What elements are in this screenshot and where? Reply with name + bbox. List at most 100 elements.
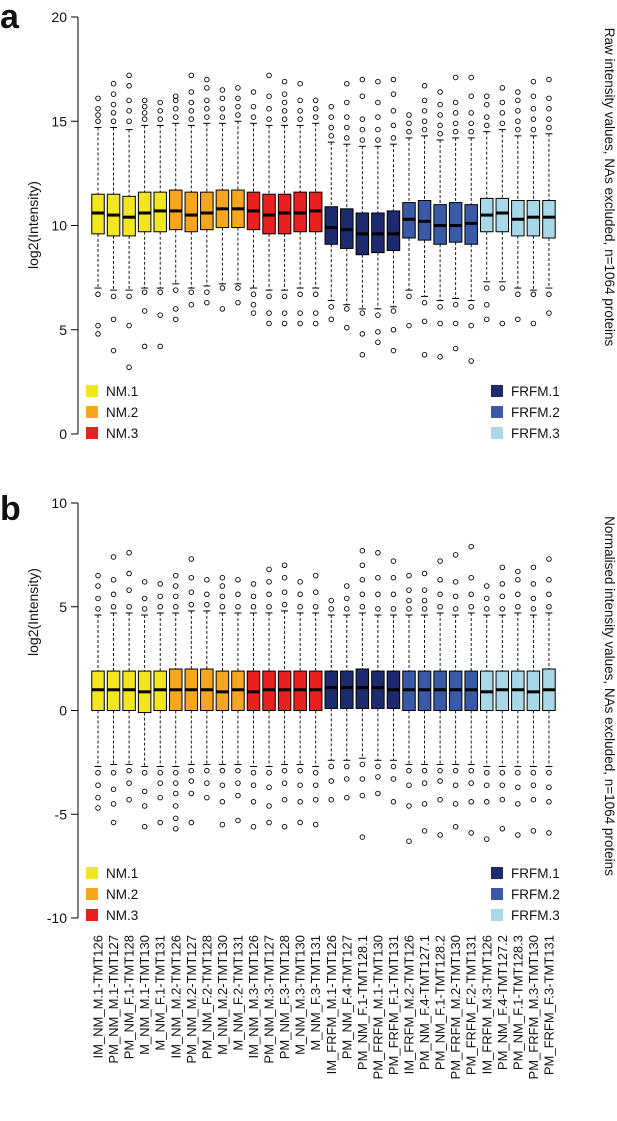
outlier-point <box>266 566 272 573</box>
outlier-point <box>141 823 148 830</box>
outlier-point <box>172 93 179 99</box>
outlier-point <box>406 606 412 612</box>
outlier-point <box>390 108 397 114</box>
outlier-point <box>157 343 163 350</box>
outlier-point <box>359 126 366 133</box>
panel-a-box-19 <box>371 78 385 346</box>
outlier-point <box>250 799 257 805</box>
outlier-point <box>468 322 474 329</box>
outlier-point <box>281 823 288 830</box>
panel-b-box-27 <box>495 564 510 832</box>
outlier-point <box>452 579 459 585</box>
outlier-point <box>344 135 350 141</box>
outlier-point <box>188 790 195 797</box>
outlier-point <box>266 604 272 610</box>
outlier-point <box>546 556 552 562</box>
outlier-point <box>266 784 272 791</box>
outlier-point <box>312 572 319 579</box>
outlier-point <box>110 786 117 793</box>
outlier-point <box>235 780 241 786</box>
sample-label-19: PM_FRFM_M.1-TMT130 <box>370 935 385 1079</box>
panel-b-box-15 <box>308 572 323 828</box>
outlier-point <box>359 547 366 554</box>
outlier-point <box>266 293 272 300</box>
outlier-point <box>452 801 459 807</box>
outlier-point <box>204 794 210 801</box>
sample-label-2: PM_NM_M.1-TMT127 <box>106 935 121 1064</box>
outlier-point <box>172 790 179 797</box>
panel-a-box-7 <box>184 72 199 308</box>
box-iqr <box>448 202 463 243</box>
outlier-point <box>188 99 195 106</box>
outlier-point <box>219 593 226 600</box>
outlier-point <box>484 93 490 99</box>
outlier-point <box>204 105 210 112</box>
outlier-point <box>468 830 474 836</box>
outlier-point <box>172 593 179 600</box>
panel-a-box-17 <box>340 80 354 331</box>
outlier-point <box>359 792 366 799</box>
outlier-point <box>390 799 397 805</box>
outlier-point <box>344 114 350 120</box>
panel-a-box-29 <box>526 78 541 327</box>
outlier-point <box>172 114 179 120</box>
outlier-point <box>390 591 397 598</box>
outlier-point <box>437 304 443 310</box>
box-iqr <box>340 670 354 709</box>
legend-swatch-right-1 <box>491 385 503 397</box>
outlier-point <box>421 118 428 124</box>
outlier-point <box>235 767 241 774</box>
outlier-point <box>235 817 241 824</box>
panel-a-box-2 <box>106 80 121 354</box>
outlier-point <box>390 327 397 333</box>
outlier-point <box>312 114 319 120</box>
panel-a-y-tick-label: 0 <box>59 426 67 442</box>
panel-a-letter: a <box>0 0 20 36</box>
sample-label-21: IM_FRFM_M.2-TMT126 <box>402 935 417 1074</box>
outlier-point <box>266 320 272 327</box>
sample-label-8: PM_NM_F.2-TMT128 <box>199 935 214 1059</box>
outlier-point <box>421 126 428 133</box>
outlier-point <box>95 782 101 788</box>
panel-b-box-14 <box>293 579 307 826</box>
outlier-point <box>172 826 179 832</box>
outlier-point <box>452 120 459 127</box>
legend-label-left-3: NM.3 <box>106 426 138 441</box>
outlier-point <box>499 782 506 788</box>
outlier-point <box>250 291 257 298</box>
outlier-point <box>375 606 381 612</box>
panel-b-box-10 <box>231 577 245 824</box>
outlier-point <box>95 794 101 801</box>
outlier-point <box>437 131 443 137</box>
outlier-point <box>281 108 288 114</box>
outlier-point <box>421 352 428 358</box>
outlier-point <box>312 770 319 776</box>
outlier-point <box>452 128 459 135</box>
outlier-point <box>452 593 459 600</box>
outlier-point <box>235 285 241 291</box>
outlier-point <box>375 763 381 770</box>
box-iqr <box>200 191 214 231</box>
outlier-point <box>530 564 537 571</box>
outlier-point <box>126 604 132 610</box>
outlier-point <box>359 352 366 358</box>
outlier-point <box>281 562 288 569</box>
sample-label-25: PM_FRFM_F.2-TMT131 <box>464 935 479 1075</box>
panel-a-box-21 <box>402 112 416 329</box>
outlier-point <box>484 316 490 323</box>
outlier-point <box>281 78 288 85</box>
outlier-point <box>188 72 195 79</box>
outlier-point <box>219 821 226 828</box>
outlier-point <box>95 322 101 329</box>
outlier-point <box>406 572 412 579</box>
outlier-point <box>172 287 179 293</box>
outlier-point <box>421 587 428 593</box>
outlier-point <box>126 72 132 79</box>
outlier-point <box>515 604 521 610</box>
outlier-point <box>515 291 521 298</box>
panel-a-plot: 0 5 10 15 20 <box>51 9 556 442</box>
outlier-point <box>110 316 117 323</box>
outlier-point <box>235 604 241 610</box>
legend-label-left-2: NM.2 <box>106 887 138 902</box>
outlier-point <box>126 322 132 329</box>
